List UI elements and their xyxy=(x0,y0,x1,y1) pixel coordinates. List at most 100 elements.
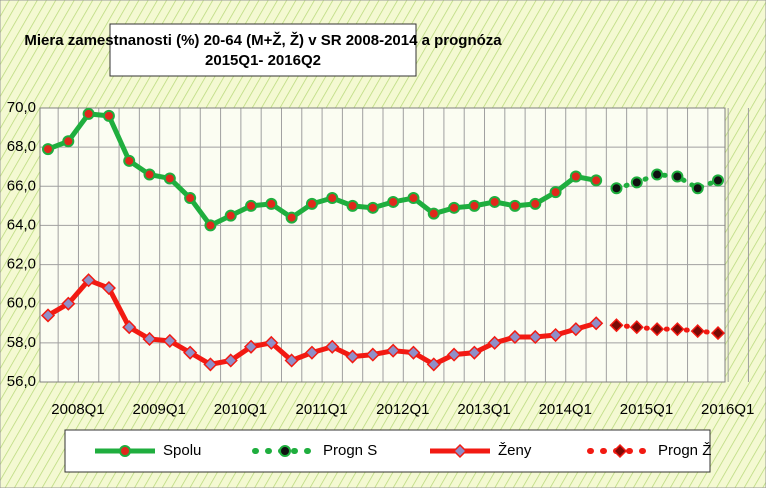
y-tick-label: 62,0 xyxy=(7,256,36,273)
marker xyxy=(447,347,462,362)
legend-marker xyxy=(279,445,291,457)
x-tick-label: 2011Q1 xyxy=(296,401,348,418)
plot-border xyxy=(39,107,726,383)
marker xyxy=(81,273,96,288)
marker xyxy=(387,195,400,208)
marker xyxy=(326,192,339,205)
marker xyxy=(163,172,176,185)
x-tick-label: 2015Q1 xyxy=(620,401,673,418)
y-tick-label: 58,0 xyxy=(7,334,36,351)
marker xyxy=(203,357,218,372)
marker xyxy=(691,182,704,195)
marker xyxy=(710,326,726,341)
x-tick-label: 2010Q1 xyxy=(214,401,267,418)
chart-title: 2015Q1- 2016Q2 xyxy=(205,52,321,69)
marker xyxy=(448,201,461,214)
x-tick-label: 2008Q1 xyxy=(51,401,104,418)
x-tick-label: 2016Q1 xyxy=(701,401,754,418)
marker xyxy=(487,335,502,350)
x-tick-label: 2009Q1 xyxy=(133,401,186,418)
series-line xyxy=(46,277,597,368)
y-tick-label: 70,0 xyxy=(7,99,36,116)
y-tick-label: 66,0 xyxy=(7,177,36,194)
marker xyxy=(488,195,501,208)
chart-title: Miera zamestnanosti (%) 20-64 (M+Ž, Ž) v… xyxy=(24,31,502,49)
marker xyxy=(528,329,543,345)
y-tick-label: 60,0 xyxy=(7,295,36,312)
marker xyxy=(284,353,299,368)
y-tick-label: 56,0 xyxy=(7,373,36,390)
marker xyxy=(223,353,238,368)
x-tick-label: 2014Q1 xyxy=(539,401,592,418)
marker xyxy=(365,347,380,362)
marker xyxy=(204,219,217,232)
legend-marker xyxy=(612,443,628,459)
marker xyxy=(61,296,76,311)
y-tick-label: 64,0 xyxy=(7,216,36,233)
marker xyxy=(508,199,521,212)
marker xyxy=(386,343,401,358)
marker xyxy=(569,170,582,183)
marker xyxy=(40,308,56,323)
marker xyxy=(651,168,664,181)
marker xyxy=(62,135,75,148)
marker xyxy=(366,201,379,214)
marker xyxy=(590,174,603,187)
marker xyxy=(82,107,95,120)
marker xyxy=(610,182,623,195)
marker xyxy=(407,192,420,205)
marker xyxy=(568,322,583,337)
marker xyxy=(630,176,643,189)
marker xyxy=(346,199,359,212)
legend-marker xyxy=(452,443,468,459)
marker xyxy=(183,345,198,360)
marker xyxy=(468,199,481,212)
marker xyxy=(285,211,298,224)
marker xyxy=(671,170,684,183)
marker xyxy=(245,199,258,212)
marker xyxy=(548,327,563,343)
marker xyxy=(304,345,319,360)
x-tick-label: 2013Q1 xyxy=(457,401,510,418)
legend-label: Progn Ž xyxy=(658,442,711,459)
marker xyxy=(264,335,279,350)
marker xyxy=(101,280,116,296)
marker xyxy=(224,209,237,222)
marker xyxy=(609,318,624,333)
marker xyxy=(529,197,542,210)
marker xyxy=(345,349,360,364)
legend-marker xyxy=(119,445,131,457)
marker xyxy=(184,192,197,205)
series-line xyxy=(47,111,597,229)
legend-label: Progn S xyxy=(323,442,377,459)
marker xyxy=(629,320,644,335)
marker xyxy=(426,357,441,372)
series-line xyxy=(613,322,721,336)
marker xyxy=(123,154,136,167)
marker xyxy=(427,207,440,220)
title-box xyxy=(109,23,417,77)
y-tick-label: 68,0 xyxy=(7,138,36,155)
marker xyxy=(670,322,685,337)
marker xyxy=(305,197,318,210)
marker xyxy=(122,320,137,335)
legend-label: Spolu xyxy=(163,442,201,459)
marker xyxy=(712,174,724,187)
marker xyxy=(690,324,705,339)
marker xyxy=(650,322,665,337)
marker xyxy=(143,168,156,181)
marker xyxy=(162,333,177,348)
marker xyxy=(42,143,54,156)
marker xyxy=(102,109,115,122)
marker xyxy=(549,186,562,199)
legend-label: Ženy xyxy=(498,442,532,459)
x-tick-label: 2012Q1 xyxy=(376,401,429,418)
marker xyxy=(243,339,259,354)
marker xyxy=(467,345,482,360)
marker xyxy=(589,316,604,331)
marker xyxy=(507,329,523,345)
marker xyxy=(325,339,340,354)
marker xyxy=(265,197,278,210)
